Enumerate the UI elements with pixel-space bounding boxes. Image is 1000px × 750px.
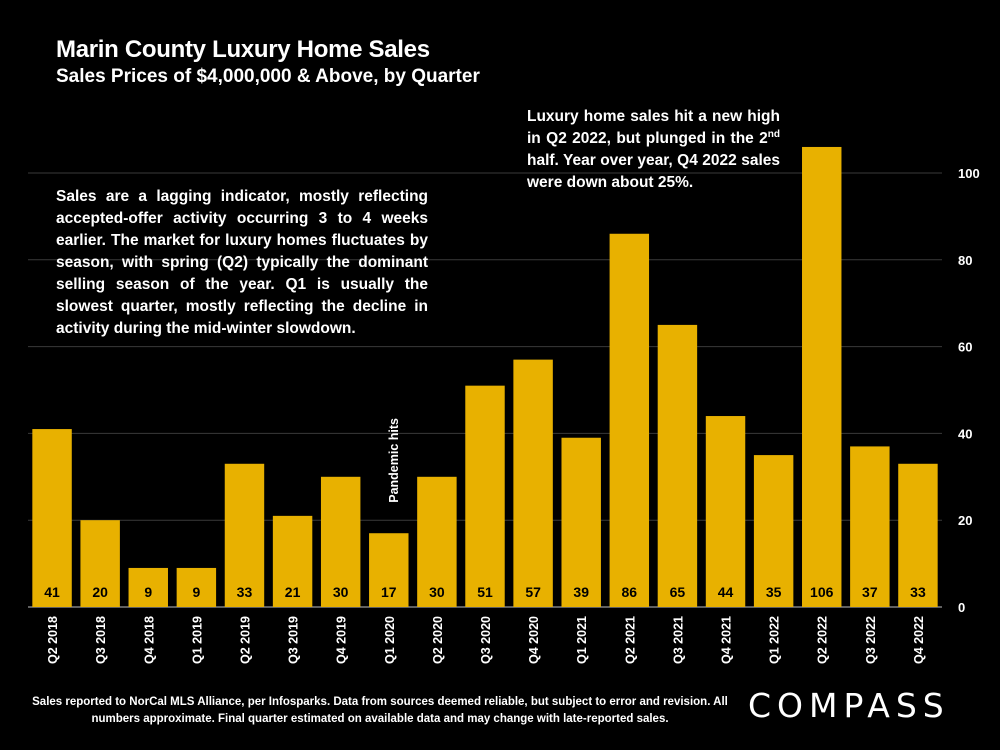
x-tick-label: Q2 2018 xyxy=(46,616,60,664)
x-tick-label: Q1 2019 xyxy=(190,616,204,664)
bar xyxy=(369,533,409,607)
bar xyxy=(898,463,938,607)
x-tick-label: Q4 2019 xyxy=(335,616,349,664)
x-tick-label: Q4 2018 xyxy=(142,616,156,664)
bar xyxy=(417,476,457,607)
chart-subtitle: Sales Prices of $4,000,000 & Above, by Q… xyxy=(56,66,480,87)
bar xyxy=(513,359,553,607)
bar xyxy=(753,455,794,607)
bar-value-label: 39 xyxy=(573,584,589,600)
x-tick-label: Q3 2021 xyxy=(671,616,685,664)
x-tick-label: Q2 2020 xyxy=(431,616,445,664)
bar-value-label: 57 xyxy=(525,584,541,600)
bar-value-label: 41 xyxy=(44,584,60,600)
bar xyxy=(128,567,168,607)
bar xyxy=(80,520,120,607)
x-tick-label: Q4 2021 xyxy=(720,616,734,664)
x-tick-label: Q1 2022 xyxy=(768,616,782,664)
x-tick-label: Q2 2022 xyxy=(816,616,830,664)
bar-value-label: 51 xyxy=(477,584,493,600)
bar xyxy=(561,437,601,607)
compass-logo: COMPASS xyxy=(748,686,950,725)
note-right-part2: half. Year over year, Q4 2022 sales were… xyxy=(527,152,780,191)
y-tick-label: 100 xyxy=(958,166,980,181)
note-q2-2022-high: Luxury home sales hit a new high in Q2 2… xyxy=(527,106,780,194)
bar-value-label: 86 xyxy=(622,584,638,600)
bar-value-label: 44 xyxy=(718,584,734,600)
x-tick-label: Q2 2021 xyxy=(623,616,637,664)
x-tick-label: Q3 2019 xyxy=(287,616,301,664)
bar-value-label: 37 xyxy=(862,584,878,600)
bar-value-label: 65 xyxy=(670,584,686,600)
x-tick-label: Q1 2021 xyxy=(575,616,589,664)
y-tick-label: 40 xyxy=(958,426,972,441)
x-tick-label: Q3 2020 xyxy=(479,616,493,664)
note-right-part1: Luxury home sales hit a new high in Q2 2… xyxy=(527,108,780,147)
bar xyxy=(609,233,650,607)
bar-value-label: 21 xyxy=(285,584,301,600)
bar-value-label: 106 xyxy=(810,584,834,600)
x-tick-label: Q4 2022 xyxy=(912,616,926,664)
note-right-sup: nd xyxy=(767,128,780,140)
footer-source-note: Sales reported to NorCal MLS Alliance, p… xyxy=(32,696,728,725)
bar-value-label: 33 xyxy=(237,584,253,600)
bar xyxy=(176,567,217,607)
y-tick-label: 80 xyxy=(958,253,972,268)
bar-value-label: 30 xyxy=(333,584,349,600)
bar xyxy=(224,463,265,607)
bar-value-label: 17 xyxy=(381,584,397,600)
bar-value-label: 20 xyxy=(92,584,108,600)
bar xyxy=(272,515,313,607)
bar xyxy=(802,146,842,607)
bar xyxy=(657,324,698,607)
bar xyxy=(850,446,890,607)
chart-title: Marin County Luxury Home Sales xyxy=(56,36,430,63)
bar xyxy=(705,416,746,607)
x-tick-label: Q4 2020 xyxy=(527,616,541,664)
bar-value-label: 9 xyxy=(144,584,152,600)
annotation-pandemic-hits: Pandemic hits xyxy=(387,418,401,503)
bar xyxy=(320,476,361,607)
y-tick-label: 60 xyxy=(958,340,972,355)
bar xyxy=(32,429,72,607)
note-lagging-indicator: Sales are a lagging indicator, mostly re… xyxy=(56,188,428,337)
y-tick-label: 20 xyxy=(958,513,972,528)
bar-value-label: 30 xyxy=(429,584,445,600)
x-tick-label: Q3 2022 xyxy=(864,616,878,664)
bar-value-label: 9 xyxy=(192,584,200,600)
x-tick-label: Q1 2020 xyxy=(383,616,397,664)
x-tick-label: Q2 2019 xyxy=(238,616,252,664)
bar-value-label: 33 xyxy=(910,584,926,600)
bar xyxy=(465,385,505,607)
bar-value-label: 35 xyxy=(766,584,782,600)
x-tick-label: Q3 2018 xyxy=(94,616,108,664)
y-tick-label: 0 xyxy=(958,600,965,615)
